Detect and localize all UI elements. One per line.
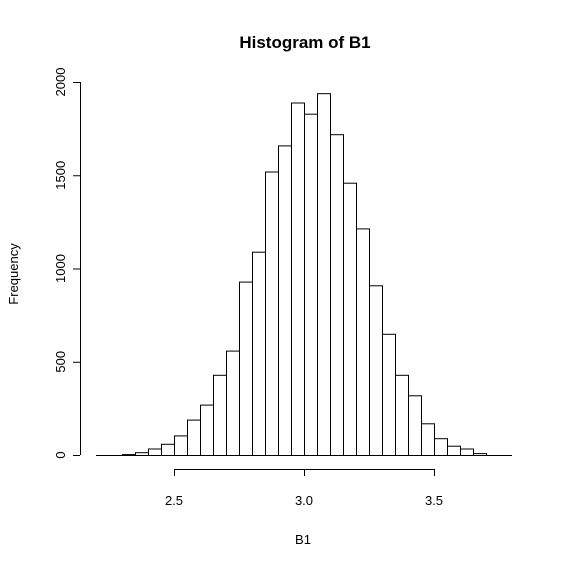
x-tick-label: 3.5 [425, 493, 443, 508]
y-axis: 0 500 1000 1500 2000 [53, 68, 81, 459]
histogram-bar [226, 350, 240, 457]
histogram-bar [382, 333, 396, 456]
histogram-bar [213, 374, 227, 456]
histogram-bar [356, 228, 370, 456]
histogram-bar [343, 182, 357, 456]
chart-title: Histogram of B1 [239, 33, 370, 52]
histogram-bar [239, 281, 253, 456]
histogram-bar [317, 93, 331, 456]
histogram-bar [161, 443, 175, 456]
histogram-bar [252, 251, 266, 456]
bars-group [96, 93, 512, 457]
y-axis-label: Frequency [6, 243, 21, 305]
y-tick-label: 1000 [53, 254, 68, 283]
histogram-bar [148, 448, 162, 456]
histogram-bar [200, 404, 214, 457]
histogram-bar [291, 102, 305, 456]
x-axis-label: B1 [295, 532, 311, 547]
histogram-bar [265, 171, 279, 456]
histogram-bar [447, 445, 461, 457]
y-tick-label: 500 [53, 351, 68, 373]
histogram-bar [369, 285, 383, 456]
histogram-bar [187, 419, 201, 457]
x-tick-label: 2.5 [165, 493, 183, 508]
histogram-bar [330, 134, 344, 456]
y-tick-label: 2000 [53, 68, 68, 97]
y-tick-label: 0 [53, 451, 68, 458]
histogram-bar [460, 448, 474, 456]
x-axis: 2.5 3.0 3.5 [165, 469, 443, 508]
y-tick-label: 1500 [53, 161, 68, 190]
histogram-bar [174, 435, 188, 456]
histogram-bar [278, 145, 292, 456]
histogram-bar [304, 113, 318, 456]
x-tick-label: 3.0 [295, 493, 313, 508]
histogram-bar [434, 438, 448, 457]
histogram-bar [395, 374, 409, 456]
histogram-bar [421, 423, 435, 456]
histogram-bar [408, 395, 422, 456]
